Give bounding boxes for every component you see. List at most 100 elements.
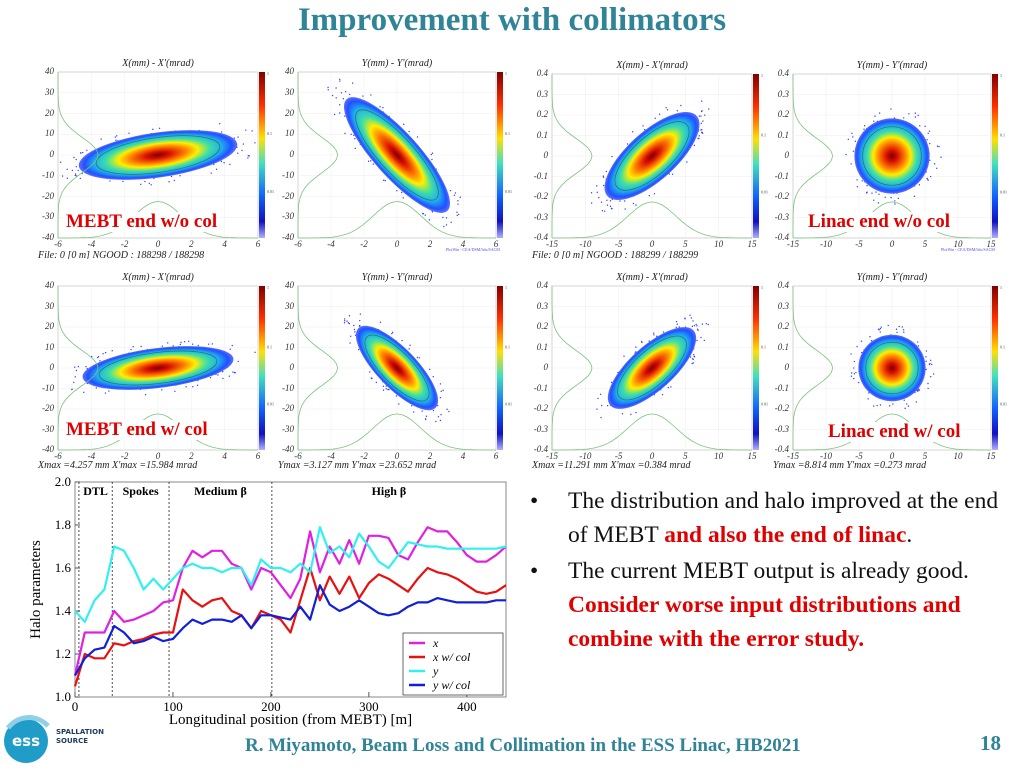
x-tick-label: -2 xyxy=(120,451,129,461)
bullet-item: • The distribution and halo improved at … xyxy=(530,484,1010,552)
x-tick-label: 10 xyxy=(953,239,963,249)
y-tick-label: 0.4 xyxy=(536,68,548,78)
x-tick-label: 10 xyxy=(714,239,724,249)
y-tick-label: 30 xyxy=(285,86,294,97)
y-tick-label: -0.1 xyxy=(533,382,548,393)
x-profile xyxy=(793,201,991,239)
y-tick-label: -10 xyxy=(42,169,54,180)
x-tick-label: -15 xyxy=(787,239,799,249)
y-tick-label: -0.1 xyxy=(774,382,789,393)
y-tick-label: 0.1 xyxy=(777,129,789,140)
colorbar-tick: 0.01 xyxy=(761,190,768,195)
colorbar xyxy=(259,286,265,450)
colorbar xyxy=(753,74,759,238)
particle-distribution xyxy=(60,123,256,186)
y-tick-label: 0.4 xyxy=(777,68,789,78)
x-tick-label: 400 xyxy=(457,699,477,714)
y-tick-label: 20 xyxy=(285,321,294,331)
colorbar xyxy=(497,286,503,450)
x-tick-label: 0 xyxy=(155,239,161,249)
colorbar-tick: 1 xyxy=(761,73,763,78)
colorbar-tick: 0.1 xyxy=(761,344,766,349)
x-profile xyxy=(793,413,991,451)
y-tick-label: 10 xyxy=(45,128,54,139)
emittance-ellipse xyxy=(98,350,218,386)
x-tick-label: -10 xyxy=(820,239,832,249)
emittance-ellipse xyxy=(865,341,919,395)
y-tick-label: 0.2 xyxy=(777,109,789,119)
x-tick-label: 6 xyxy=(255,451,261,461)
y-tick-label: 1.8 xyxy=(55,517,71,532)
y-tick-label: 0.4 xyxy=(536,280,548,290)
y-tick-label: -0.2 xyxy=(533,191,548,201)
y-profile xyxy=(297,72,339,238)
x-profile xyxy=(298,201,496,239)
y-tick-label: 20 xyxy=(285,107,294,118)
y-tick-label: 10 xyxy=(45,341,54,352)
plot-title: X(mm) - X'(mrad) xyxy=(122,272,194,283)
x-tick-label: -4 xyxy=(87,451,96,461)
plot-title: Y(mm) - Y'(mrad) xyxy=(856,60,928,71)
y-tick-label: 0 xyxy=(49,362,55,372)
x-axis-label: Longitudinal position (from MEBT) [m] xyxy=(169,712,412,728)
colorbar-tick: 0.01 xyxy=(267,402,274,407)
y-tick-label: 0.3 xyxy=(777,88,789,99)
colorbar-tick: 1 xyxy=(267,285,269,290)
emittance-ellipse xyxy=(614,121,690,191)
section-label: Spokes xyxy=(123,484,159,498)
legend-label: x w/ col xyxy=(432,650,471,664)
x-tick-label: 6 xyxy=(493,239,499,249)
series-line-0 xyxy=(73,526,507,676)
x-tick-label: 5 xyxy=(922,239,928,249)
y-tick-label: 0 xyxy=(543,362,549,372)
x-tick-label: 0 xyxy=(889,239,895,249)
plot-title: Y(mm) - Y'(mrad) xyxy=(361,272,433,283)
y-tick-label: -0.3 xyxy=(774,211,789,222)
y-tick-label: 1.4 xyxy=(55,603,72,618)
y-tick-label: -20 xyxy=(42,190,54,201)
x-tick-label: 2 xyxy=(427,239,433,249)
y-tick-label: -40 xyxy=(282,444,294,454)
colorbar-tick: 0.01 xyxy=(761,402,768,407)
y-tick-label: -40 xyxy=(42,232,54,242)
y-tick-label: 0.1 xyxy=(777,341,789,352)
y-tick-label: 0 xyxy=(289,362,295,372)
x-profile xyxy=(58,413,258,451)
x-tick-label: 0 xyxy=(72,699,79,714)
y-tick-label: 40 xyxy=(45,66,54,76)
x-tick-label: 0 xyxy=(649,451,655,461)
colorbar-tick: 1 xyxy=(505,71,507,76)
y-tick-label: 0.2 xyxy=(777,321,789,331)
y-tick-label: 1.2 xyxy=(55,646,71,661)
panel-label: MEBT end w/o col xyxy=(66,211,218,232)
y-tick-label: 10 xyxy=(285,128,294,139)
y-tick-label: -0.1 xyxy=(774,170,789,181)
y-tick-label: -40 xyxy=(282,232,294,242)
x-profile xyxy=(298,413,496,451)
y-tick-label: 0.2 xyxy=(536,109,548,119)
particle-distribution xyxy=(845,108,942,205)
x-tick-label: 5 xyxy=(683,451,688,461)
y-tick-label: 0 xyxy=(543,150,549,160)
y-tick-label: -20 xyxy=(42,403,54,413)
x-tick-label: 0 xyxy=(155,451,161,461)
colorbar-tick: 0.1 xyxy=(505,131,510,136)
colorbar xyxy=(992,286,998,450)
x-tick-label: 0 xyxy=(394,239,400,249)
x-tick-label: -6 xyxy=(54,451,62,461)
panel-label: Linac end w/o col xyxy=(808,211,950,232)
series-line-2 xyxy=(74,526,507,623)
y-tick-label: -0.4 xyxy=(774,444,789,454)
x-tick-label: 15 xyxy=(986,239,996,249)
x-tick-label: 0 xyxy=(649,239,655,249)
phase-space-plot: 1 0.1 0.01 xyxy=(551,73,768,239)
y-tick-label: 1.6 xyxy=(55,560,72,575)
series-line-3 xyxy=(74,584,506,677)
x-tick-label: 0 xyxy=(889,451,895,461)
y-tick-label: -0.3 xyxy=(774,423,789,434)
x-tick-label: -2 xyxy=(360,239,368,249)
bullet-item: • The current MEBT output is already goo… xyxy=(530,554,1010,656)
y-profile xyxy=(551,74,593,238)
x-tick-label: 5 xyxy=(683,239,688,249)
logo-text-line: SPALLATION xyxy=(56,728,104,736)
